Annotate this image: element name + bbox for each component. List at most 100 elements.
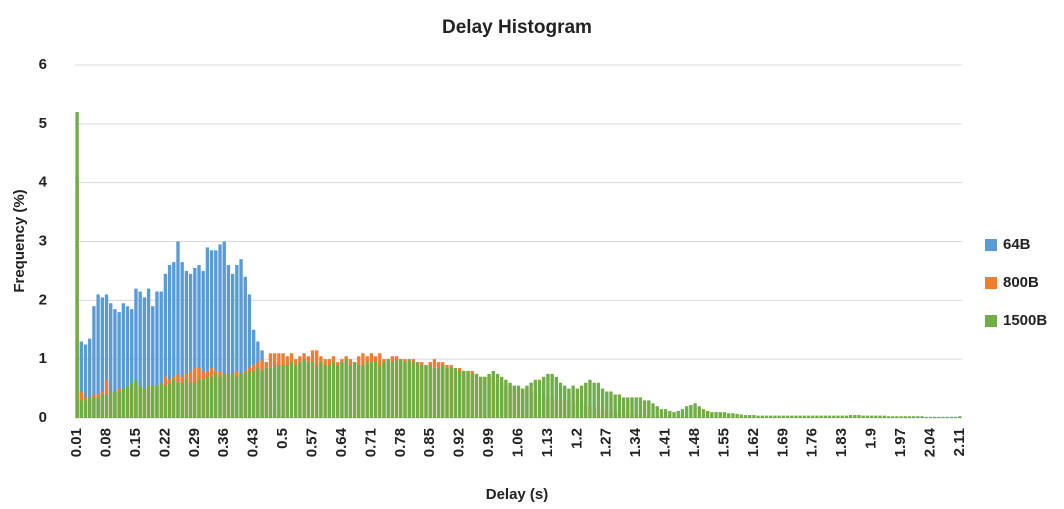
bar [390, 362, 395, 418]
bar [357, 365, 361, 418]
bar [785, 415, 790, 418]
y-tick-label: 1 [39, 350, 47, 367]
bar [529, 382, 533, 418]
bar [209, 250, 214, 418]
bar [478, 376, 483, 418]
bar [184, 379, 189, 418]
x-tick-label: 1.2 [568, 428, 585, 449]
bar [96, 294, 100, 418]
bar [584, 382, 588, 418]
bar [592, 382, 596, 418]
bar [302, 359, 306, 418]
bar [113, 391, 117, 418]
x-tick-label: 1.48 [686, 428, 703, 457]
bar [373, 362, 378, 418]
bar [558, 382, 563, 418]
x-tick-label: 0.71 [362, 428, 379, 457]
bar [226, 265, 231, 418]
y-axis-label: Frequency (%) [11, 189, 28, 292]
bar [861, 415, 865, 418]
bar [197, 265, 201, 418]
bar [109, 391, 113, 418]
bar [100, 394, 105, 418]
bar [104, 294, 109, 418]
bar [542, 376, 546, 418]
bar [453, 367, 458, 418]
bar [508, 382, 512, 418]
bar [251, 370, 256, 418]
x-tick-label: 1.34 [627, 427, 644, 457]
bar [588, 379, 592, 418]
bar [735, 413, 739, 418]
bar [167, 382, 172, 418]
bar [815, 415, 819, 418]
bar [802, 415, 807, 418]
bar [777, 415, 781, 418]
bar [214, 250, 218, 418]
bar [79, 341, 83, 418]
bar [794, 415, 798, 418]
bar [457, 370, 462, 418]
bar [285, 365, 289, 418]
x-tick-label: 0.64 [333, 427, 350, 457]
bar [949, 416, 954, 418]
bar [83, 344, 88, 418]
x-tick-label: 1.41 [657, 428, 674, 457]
x-tick-label: 0.08 [97, 428, 114, 457]
legend-label: 1500B [1003, 312, 1047, 329]
bar [945, 416, 949, 418]
bar [710, 412, 714, 418]
x-tick-label: 1.97 [892, 428, 909, 457]
bar [764, 415, 769, 418]
bar [176, 382, 180, 418]
bar [474, 373, 479, 418]
bar [605, 391, 609, 418]
bar [811, 415, 815, 418]
bar [823, 415, 828, 418]
x-tick-label: 1.69 [774, 428, 791, 457]
bar [521, 388, 525, 418]
bar [470, 373, 474, 418]
bar [655, 406, 659, 418]
bar [495, 373, 500, 418]
bar [806, 415, 811, 418]
bar [155, 385, 159, 418]
bar [193, 382, 197, 418]
bar [151, 385, 155, 418]
bar [75, 112, 79, 419]
bar [701, 409, 706, 418]
bar [449, 367, 453, 418]
bar [218, 376, 222, 418]
bar [415, 362, 420, 418]
bar [827, 415, 832, 418]
bar [500, 376, 504, 418]
bar [634, 397, 638, 418]
bar [130, 309, 134, 418]
y-tick-label: 2 [39, 291, 47, 308]
bar [176, 241, 180, 418]
bar [239, 259, 243, 418]
bar [230, 273, 235, 418]
bar [533, 379, 537, 418]
bar [340, 362, 344, 418]
bar [466, 370, 470, 418]
bar [798, 415, 802, 418]
bar [399, 359, 403, 418]
legend-label: 800B [1003, 274, 1039, 291]
x-axis-label: Delay (s) [486, 486, 549, 503]
legend-label: 64B [1003, 236, 1031, 253]
bar [432, 367, 437, 418]
bar [916, 416, 920, 418]
x-tick-label: 0.43 [245, 428, 262, 457]
bar [546, 373, 550, 418]
bar [125, 306, 130, 418]
bar [100, 297, 105, 418]
bar [445, 367, 449, 418]
bar [781, 415, 786, 418]
bar [159, 291, 163, 418]
bar [142, 297, 147, 418]
bar [441, 365, 445, 418]
bar [180, 262, 184, 418]
bar [247, 294, 252, 418]
bar [899, 416, 903, 418]
